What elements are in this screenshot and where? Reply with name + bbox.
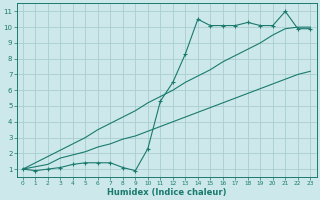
- X-axis label: Humidex (Indice chaleur): Humidex (Indice chaleur): [107, 188, 226, 197]
